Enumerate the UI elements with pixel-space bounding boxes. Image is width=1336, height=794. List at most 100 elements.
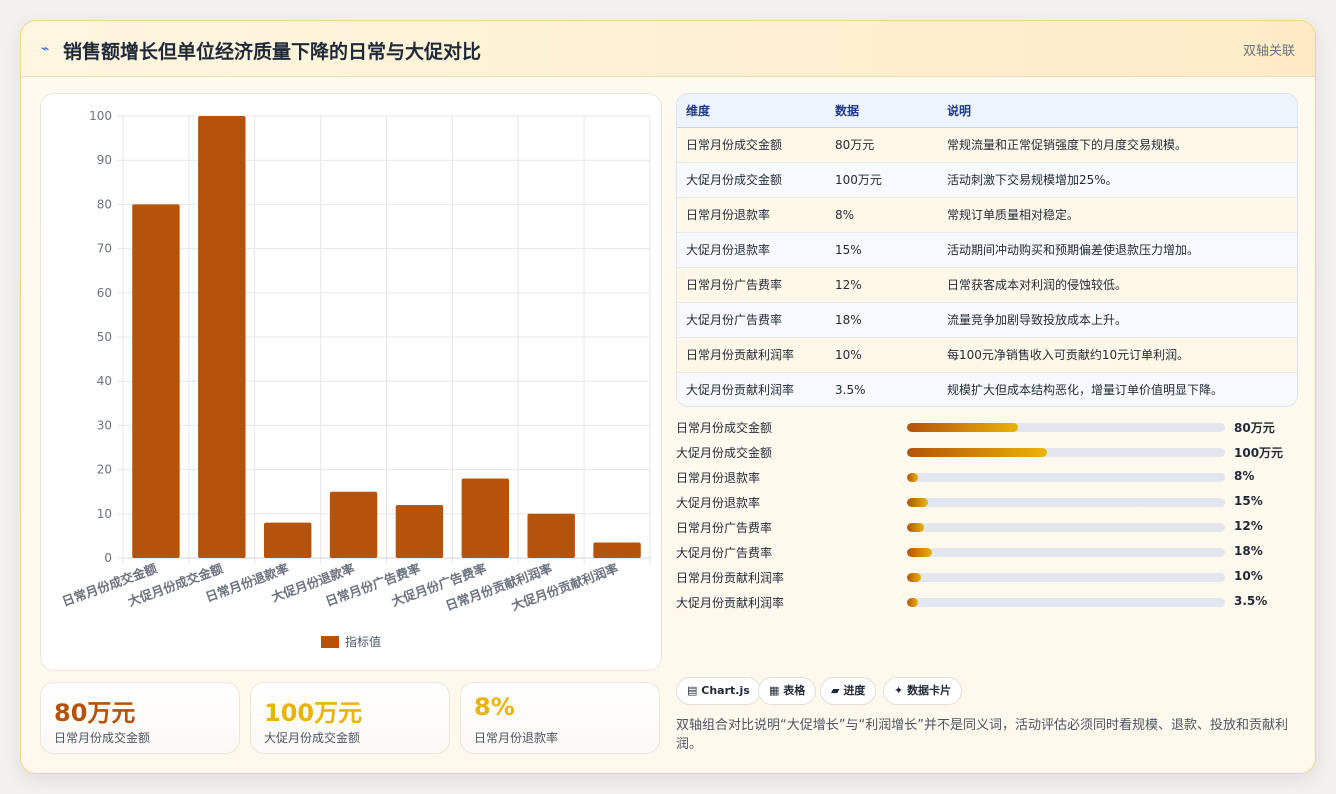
progress-value: 15%	[1234, 494, 1263, 508]
table-cell: 常规订单质量相对稳定。	[947, 208, 1080, 222]
stat-value: 8%	[474, 693, 515, 721]
bar	[132, 204, 180, 558]
progress-fill	[907, 448, 1047, 457]
table-cell: 18%	[835, 312, 862, 327]
progress-fill	[907, 598, 919, 607]
y-tick-label: 40	[97, 374, 112, 388]
bar-chart: 0102030405060708090100日常月份成交金额大促月份成交金额日常…	[60, 109, 651, 649]
progress-track	[907, 423, 1225, 432]
progress-row: 日常月份贡献利润率 10%	[676, 569, 1298, 594]
table-cell: 8%	[835, 207, 855, 222]
table-cell: 100万元	[835, 173, 882, 187]
bar-chart-panel: 0 10 20 30 40 50 60 70 80 90 100 日常月份成交金额 大促月份成交金额 日常…	[40, 93, 662, 671]
y-tick-label: 30	[97, 418, 112, 432]
data-table-panel: 维度 数据 说明 日常月份成交金额 80万元 常规流量和正常促销强度下的月度交易规模…	[676, 93, 1298, 407]
bar	[198, 116, 246, 558]
bar	[395, 504, 444, 558]
table-row: 大促月份成交金额 100万元 活动刺激下交易规模增加25%。	[677, 162, 1297, 197]
page-title: 销售额增长但单位经济质量下降的日常与大促对比	[63, 41, 482, 63]
table-cell: 大促月份成交金额	[686, 173, 783, 187]
table-header-row: 维度 数据 说明	[677, 94, 1297, 128]
progress-track	[907, 598, 1225, 607]
y-tick-label: 50	[97, 330, 112, 344]
sparkle-icon: ✦	[894, 684, 904, 697]
progress-value: 3.5%	[1234, 594, 1268, 608]
y-tick-label: 60	[97, 286, 112, 300]
progress-fill	[907, 473, 919, 482]
table-cell: 常规流量和正常促销强度下的月度交易规模。	[947, 138, 1188, 152]
table-cell: 15%	[835, 242, 862, 257]
y-tick-label: 80	[97, 197, 112, 211]
progress-value: 80万元	[1234, 421, 1275, 435]
progress-track	[907, 473, 1225, 482]
progress-value: 100万元	[1234, 446, 1284, 460]
pill-label: 表格	[783, 684, 806, 697]
bar	[329, 491, 378, 558]
table-row: 日常月份广告费率 12% 日常获客成本对利润的侵蚀较低。	[677, 267, 1297, 302]
progress-fill	[907, 548, 933, 557]
progress-track	[907, 548, 1225, 557]
table-row: 日常月份成交金额 80万元 常规流量和正常促销强度下的月度交易规模。	[677, 127, 1297, 162]
pill-chartjs[interactable]: ▤ Chart.js	[676, 677, 761, 705]
y-tick-label: 90	[97, 153, 112, 167]
stat-value: 100万元	[264, 699, 363, 727]
progress-label: 日常月份贡献利润率	[676, 571, 785, 585]
progress-track	[907, 498, 1225, 507]
progress-fill	[907, 523, 924, 532]
pill-label: 进度	[843, 684, 866, 697]
table-cell: 大促月份广告费率	[686, 313, 783, 327]
bar	[461, 478, 510, 558]
table-cell: 流量竞争加剧导致投放成本上升。	[947, 313, 1128, 327]
pill-table[interactable]: ▦ 表格	[758, 677, 817, 705]
progress-row: 日常月份广告费率 12%	[676, 519, 1298, 544]
pill-progress[interactable]: ▰ 进度	[820, 677, 877, 705]
progress-row: 大促月份广告费率 18%	[676, 544, 1298, 569]
table-icon: ▦	[769, 684, 780, 697]
stat-label: 日常月份退款率	[474, 731, 559, 745]
y-tick-label: 70	[97, 242, 112, 256]
table-row: 大促月份贡献利润率 3.5% 规模扩大但成本结构恶化，增量订单价值明显下降。	[677, 372, 1297, 406]
chart-line-icon: ⌁	[41, 41, 50, 57]
progress-list: 日常月份成交金额 80万元 大促月份成交金额 100万元 日常月份退款率 8% …	[676, 419, 1298, 619]
table-cell: 日常获客成本对利润的侵蚀较低。	[947, 278, 1128, 292]
y-tick-label: 20	[97, 463, 112, 477]
progress-value: 8%	[1234, 469, 1255, 483]
progress-label: 大促月份退款率	[676, 496, 761, 510]
table-cell: 3.5%	[835, 382, 866, 397]
progress-value: 10%	[1234, 569, 1263, 583]
progress-label: 大促月份成交金额	[676, 446, 773, 460]
progress-value: 12%	[1234, 519, 1263, 533]
dashboard-card: ⌁ 销售额增长但单位经济质量下降的日常与大促对比 双轴关联 0 10 20 30 40 5…	[20, 20, 1316, 774]
table-cell: 日常月份贡献利润率	[686, 348, 795, 362]
stat-label: 大促月份成交金额	[264, 731, 361, 745]
data-table: 维度 数据 说明 日常月份成交金额 80万元 常规流量和正常促销强度下的月度交易规模…	[677, 94, 1297, 406]
table-header-cell: 数据	[826, 94, 938, 128]
table-cell: 每100元净销售收入可贡献约10元订单利润。	[947, 348, 1190, 362]
table-cell: 活动刺激下交易规模增加25%。	[947, 173, 1118, 187]
table-cell: 10%	[835, 347, 862, 362]
bar	[263, 522, 312, 558]
chart-icon: ▤	[687, 684, 698, 697]
progress-value: 18%	[1234, 544, 1263, 558]
progress-label: 日常月份广告费率	[676, 521, 773, 535]
pill-data-card[interactable]: ✦ 数据卡片	[883, 677, 963, 705]
progress-row: 大促月份退款率 15%	[676, 494, 1298, 519]
progress-track	[907, 448, 1225, 457]
table-cell: 日常月份退款率	[686, 208, 771, 222]
stat-card-promo-gmv: 100万元 大促月份成交金额	[250, 682, 450, 754]
progress-row: 日常月份退款率 8%	[676, 469, 1298, 494]
header-tag: 双轴关联	[1242, 44, 1295, 59]
y-tick-label: 0	[104, 551, 112, 565]
table-row: 日常月份贡献利润率 10% 每100元净销售收入可贡献约10元订单利润。	[677, 337, 1297, 372]
bar	[527, 513, 575, 558]
table-cell: 12%	[835, 277, 862, 292]
summary-note: 双轴组合对比说明“大促增长”与“利润增长”并不是同义词，活动评估必须同时看规模、…	[676, 718, 1288, 752]
table-cell: 日常月份成交金额	[686, 138, 783, 152]
table-cell: 大促月份退款率	[686, 243, 771, 257]
table-row: 大促月份退款率 15% 活动期间冲动购买和预期偏差使退款压力增加。	[677, 232, 1297, 267]
table-header-cell: 维度	[677, 94, 826, 128]
pill-label: 数据卡片	[907, 684, 952, 697]
stat-card-daily-refund: 8% 日常月份退款率	[460, 682, 660, 754]
progress-track	[907, 523, 1225, 532]
progress-label: 日常月份成交金额	[676, 421, 773, 435]
